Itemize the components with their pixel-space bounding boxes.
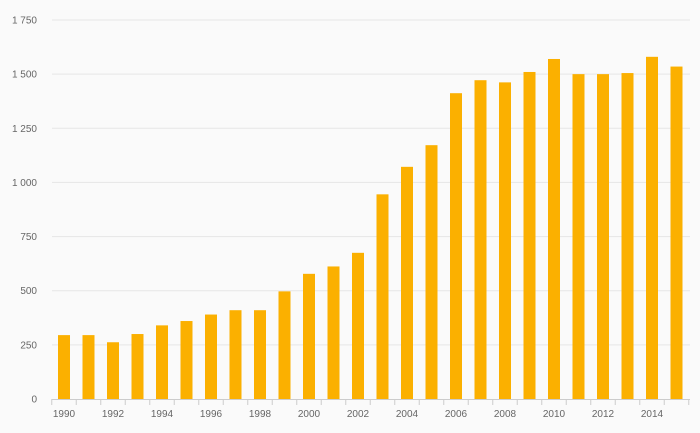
bar-1998 xyxy=(254,310,266,399)
x-tick-label: 1990 xyxy=(53,409,76,420)
x-tick-label: 2012 xyxy=(592,409,615,420)
bar-2014 xyxy=(646,56,658,400)
y-tick-label: 0 xyxy=(31,395,37,406)
y-tick-label: 250 xyxy=(20,340,37,351)
bar-1990 xyxy=(58,335,70,399)
bar-2007 xyxy=(474,80,487,400)
bar-2015 xyxy=(670,66,683,399)
bar-1991 xyxy=(82,335,95,399)
x-tick-label: 2004 xyxy=(396,409,419,420)
y-axis-labels: 0 250 500 750 1 000 1 250 1 500 1 750 xyxy=(12,16,37,406)
x-tick-label: 2002 xyxy=(347,409,370,420)
bar-1994 xyxy=(156,325,168,399)
bar-2012 xyxy=(597,74,609,400)
y-tick-label: 750 xyxy=(20,232,37,243)
y-tick-label: 1 250 xyxy=(12,124,37,135)
bar-2008 xyxy=(499,82,511,400)
bar-1997 xyxy=(229,310,242,399)
bar-1992 xyxy=(107,342,119,399)
bar-1993 xyxy=(131,334,144,399)
bar-2003 xyxy=(376,194,389,399)
bar-1995 xyxy=(180,321,193,399)
x-tick-label: 1998 xyxy=(249,409,272,420)
bar-1999 xyxy=(278,291,291,399)
bar-2001 xyxy=(327,266,340,399)
x-axis-ticks xyxy=(51,399,690,405)
bar-2009 xyxy=(523,71,536,399)
bars xyxy=(58,56,683,400)
x-tick-label: 2008 xyxy=(494,409,517,420)
x-tick-label: 2014 xyxy=(641,409,664,420)
y-tick-label: 1 750 xyxy=(12,16,37,27)
x-axis-labels: 1990 1992 1994 1996 1998 2000 2002 2004 2006 2008… xyxy=(53,409,664,420)
x-tick-label: 1996 xyxy=(200,409,223,420)
bar-2004 xyxy=(401,166,413,399)
grid-lines xyxy=(52,19,690,346)
x-tick-label: 2000 xyxy=(298,409,321,420)
x-tick-label: 1992 xyxy=(102,409,125,420)
bar-2013 xyxy=(621,73,634,399)
bar-2000 xyxy=(303,273,315,399)
bar-2006 xyxy=(450,93,462,399)
x-tick-label: 2006 xyxy=(445,409,468,420)
y-tick-label: 1 500 xyxy=(12,70,37,81)
x-tick-label: 1994 xyxy=(151,409,174,420)
y-tick-label: 1 000 xyxy=(12,178,37,189)
bar-2010 xyxy=(548,58,560,400)
bar-2005 xyxy=(425,145,438,399)
bar-1996 xyxy=(205,314,217,399)
bar-2002 xyxy=(352,252,364,399)
x-tick-label: 2010 xyxy=(543,409,566,420)
bar-2011 xyxy=(572,74,585,400)
y-tick-label: 500 xyxy=(20,286,37,297)
